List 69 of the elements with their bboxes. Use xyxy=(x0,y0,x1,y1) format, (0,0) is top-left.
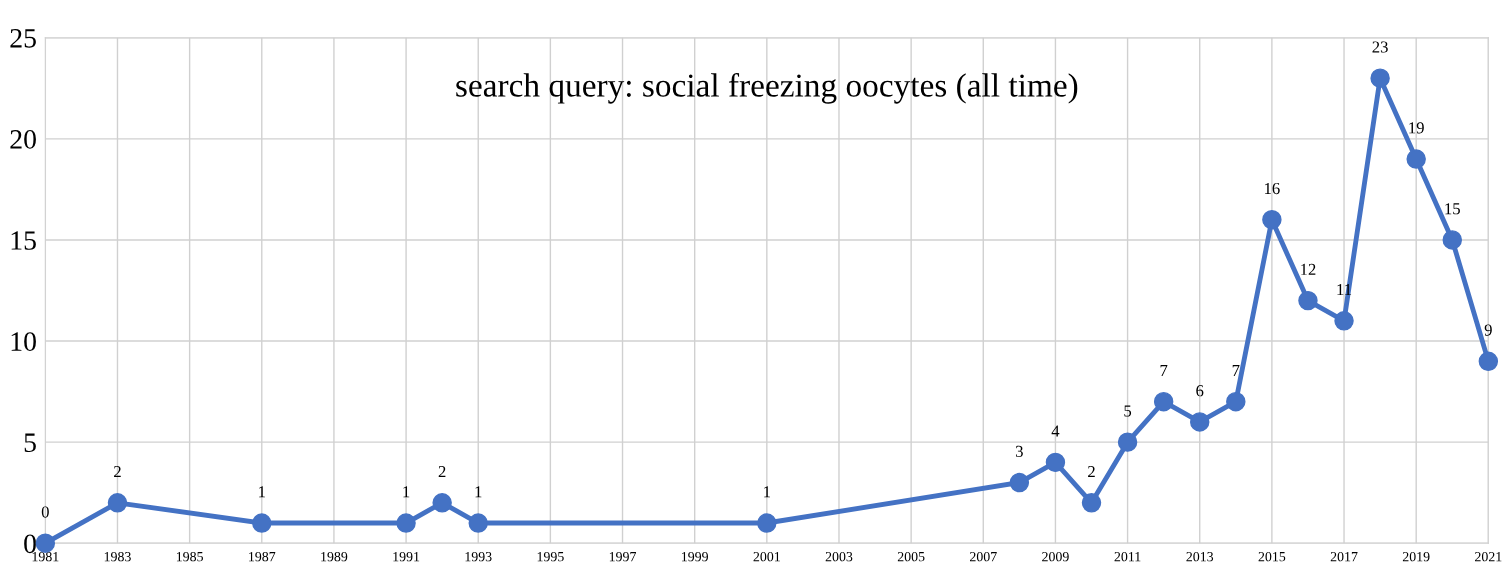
x-tick-label: 2013 xyxy=(1186,551,1214,562)
x-tick-label: 1981 xyxy=(32,551,59,562)
data-label: 7 xyxy=(1232,365,1240,376)
data-label: 1 xyxy=(764,486,770,498)
point xyxy=(1009,472,1030,493)
x-tick-label: 2001 xyxy=(753,551,780,562)
point xyxy=(1478,351,1499,371)
y-tick-label: 25 xyxy=(10,29,36,48)
data-label: 1 xyxy=(259,486,265,498)
x-tick-label: 2007 xyxy=(970,551,997,562)
point xyxy=(35,533,56,553)
x-tick-label: 2009 xyxy=(1042,551,1069,562)
point xyxy=(1153,391,1174,412)
data-label: 1 xyxy=(475,486,482,498)
data-label: 2 xyxy=(114,465,121,478)
point xyxy=(1081,493,1102,513)
point xyxy=(468,513,488,533)
y-tick-label: 5 xyxy=(24,433,36,453)
x-tick-label: 1989 xyxy=(321,551,348,562)
y-tick-label: 0 xyxy=(24,534,36,554)
y-tick-label: 20 xyxy=(10,130,36,149)
x-tick-label: 1991 xyxy=(393,552,420,562)
data-label: 7 xyxy=(1160,365,1168,376)
x-tick-label: 2017 xyxy=(1330,551,1358,562)
data-label: 2 xyxy=(1088,465,1095,478)
data-label: 6 xyxy=(1196,385,1204,397)
point xyxy=(432,493,452,513)
data-label: 2 xyxy=(438,465,446,478)
data-label: 1 xyxy=(403,486,410,498)
point xyxy=(1117,432,1138,452)
x-tick-label: 2003 xyxy=(825,551,853,562)
point xyxy=(252,513,272,533)
x-tick-label: 1985 xyxy=(176,551,203,562)
x-tick-label: 2015 xyxy=(1258,551,1286,562)
text: search query: social freezing oocytes (all time) xyxy=(456,72,1078,104)
data-label: 19 xyxy=(1409,122,1424,134)
data-label: 3 xyxy=(1015,445,1023,457)
point xyxy=(1190,412,1210,432)
point xyxy=(1262,210,1282,230)
x-tick-label: 1993 xyxy=(465,552,492,562)
data-label: 23 xyxy=(1372,41,1388,53)
y-tick-label: 10 xyxy=(11,332,36,351)
point xyxy=(107,493,128,513)
x-tick-label: 2011 xyxy=(1114,551,1141,562)
x-tick-label: 2021 xyxy=(1475,551,1502,562)
data-label: 15 xyxy=(1445,203,1460,215)
x-tick-label: 1983 xyxy=(104,551,131,562)
x-tick-label: 1995 xyxy=(537,552,564,562)
data-label: 4 xyxy=(1051,425,1060,437)
x-tick-label: 1987 xyxy=(249,551,276,562)
point xyxy=(1334,311,1354,331)
point xyxy=(1406,149,1426,169)
point xyxy=(1226,391,1246,412)
x-tick-label: 2005 xyxy=(897,551,925,562)
point xyxy=(1370,68,1390,88)
x-tick-label: 1997 xyxy=(609,552,637,562)
point xyxy=(1045,452,1066,473)
x-tick-label: 1999 xyxy=(682,552,708,562)
data-label: 5 xyxy=(1124,405,1132,417)
point xyxy=(1442,230,1462,250)
data-label: 9 xyxy=(1484,324,1492,336)
point xyxy=(1298,290,1318,311)
data-label: 16 xyxy=(1265,182,1280,195)
data-label: 12 xyxy=(1301,263,1316,275)
point xyxy=(757,513,777,533)
data-label: 0 xyxy=(41,506,49,518)
y-tick-label: 15 xyxy=(11,231,36,250)
x-tick-label: 2019 xyxy=(1402,551,1430,562)
point xyxy=(396,513,416,533)
